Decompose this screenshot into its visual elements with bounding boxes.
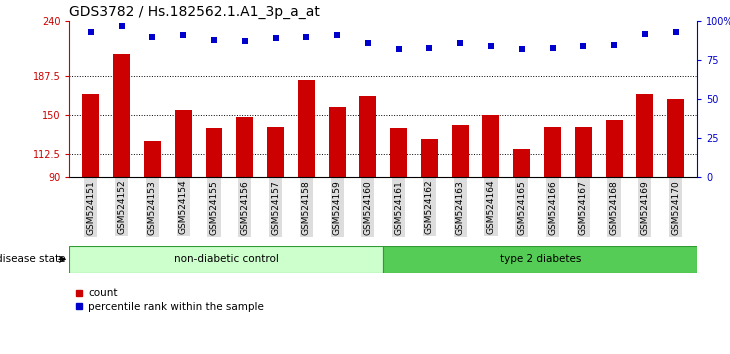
- Point: [147, 34, 158, 40]
- Point: [454, 40, 466, 46]
- Point: [239, 39, 250, 44]
- Bar: [69, 246, 383, 273]
- Bar: [298, 80, 315, 177]
- Point: [639, 31, 650, 36]
- Point: [423, 45, 435, 51]
- Legend: count, percentile rank within the sample: count, percentile rank within the sample: [74, 289, 264, 312]
- Point: [85, 29, 97, 35]
- Bar: [667, 99, 684, 177]
- Bar: [174, 109, 192, 177]
- Point: [516, 46, 528, 52]
- Point: [393, 46, 404, 52]
- Bar: [483, 115, 499, 177]
- Bar: [359, 96, 377, 177]
- Point: [116, 23, 128, 29]
- Bar: [544, 127, 561, 177]
- Point: [301, 34, 312, 40]
- Bar: [513, 149, 530, 177]
- Point: [547, 45, 558, 51]
- Point: [269, 35, 281, 41]
- Point: [362, 40, 374, 46]
- Bar: [390, 128, 407, 177]
- Text: disease state: disease state: [0, 254, 66, 264]
- Bar: [113, 55, 130, 177]
- Point: [608, 42, 620, 47]
- Bar: [206, 128, 223, 177]
- Bar: [237, 117, 253, 177]
- Point: [669, 29, 681, 35]
- Bar: [144, 141, 161, 177]
- Point: [331, 33, 343, 38]
- Text: type 2 diabetes: type 2 diabetes: [499, 254, 581, 264]
- Point: [485, 43, 497, 49]
- Bar: [452, 125, 469, 177]
- Text: GDS3782 / Hs.182562.1.A1_3p_a_at: GDS3782 / Hs.182562.1.A1_3p_a_at: [69, 5, 320, 19]
- Text: non-diabetic control: non-diabetic control: [174, 254, 279, 264]
- Bar: [383, 246, 697, 273]
- Bar: [606, 120, 623, 177]
- Bar: [267, 127, 284, 177]
- Point: [177, 33, 189, 38]
- Bar: [637, 94, 653, 177]
- Point: [208, 37, 220, 43]
- Bar: [328, 107, 345, 177]
- Bar: [82, 94, 99, 177]
- Bar: [421, 138, 438, 177]
- Point: [577, 43, 589, 49]
- Bar: [575, 127, 592, 177]
